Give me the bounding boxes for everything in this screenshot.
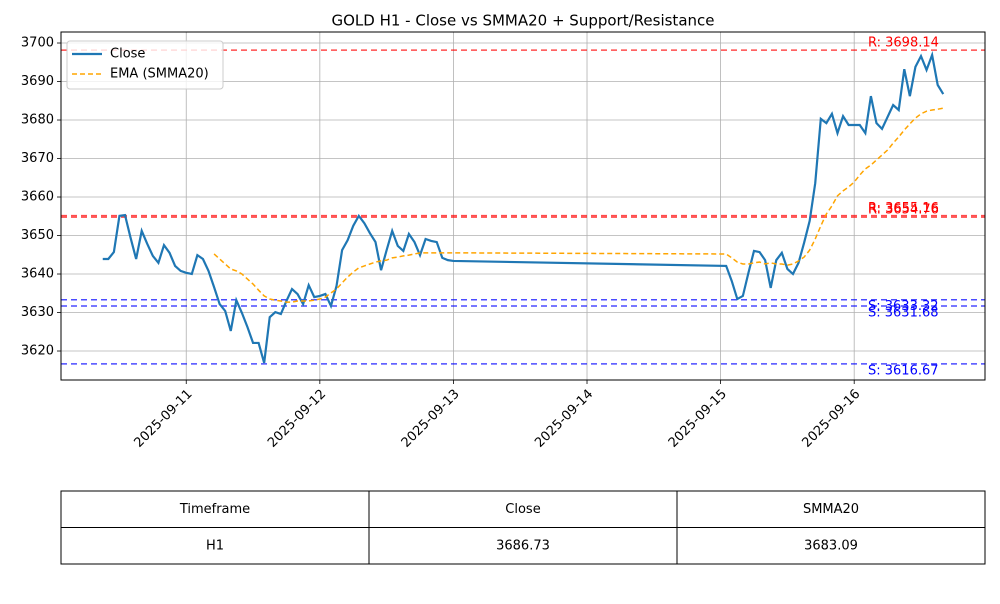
table-cell — [60, 490, 370, 528]
plot-frame — [60, 31, 986, 381]
x-tick-label: 2025-09-13 — [399, 387, 463, 451]
y-tick-label: 3660 — [21, 190, 54, 205]
table-cell — [676, 527, 986, 565]
table-cell — [60, 527, 370, 565]
chart-title: GOLD H1 - Close vs SMMA20 + Support/Resi… — [331, 12, 714, 30]
level-label: R: 3698.14 — [868, 36, 939, 51]
level-label: S: 3631.68 — [868, 306, 939, 321]
y-tick-label: 3680 — [21, 113, 54, 128]
table-text: H1 — [206, 538, 224, 553]
x-tick-label: 2025-09-11 — [132, 387, 196, 451]
level-label: R: 3655.16 — [868, 201, 939, 216]
y-tick-label: 3620 — [21, 344, 54, 359]
y-tick-label: 3640 — [21, 267, 54, 282]
table-text: Timeframe — [179, 502, 250, 517]
legend: Close EMA (SMMA20) — [66, 40, 224, 90]
table-cell — [368, 490, 678, 528]
legend-label: EMA (SMMA20) — [110, 67, 209, 82]
y-tick-label: 3650 — [21, 228, 54, 243]
table-text: 3683.09 — [804, 538, 858, 553]
legend-label: Close — [110, 47, 145, 62]
table-text: 3686.73 — [496, 538, 550, 553]
y-tick-label: 3670 — [21, 151, 54, 166]
table-text: SMMA20 — [803, 502, 859, 517]
series-line — [102, 50, 945, 364]
table-text: Close — [505, 502, 540, 517]
table-cell — [676, 490, 986, 528]
y-tick-label: 3700 — [21, 36, 54, 51]
table-cell — [368, 527, 678, 565]
level-label: S: 3616.67 — [868, 363, 939, 378]
legend-box — [66, 40, 224, 90]
x-tick-label: 2025-09-12 — [265, 387, 329, 451]
series-line — [213, 107, 944, 303]
x-tick-label: 2025-09-15 — [666, 387, 730, 451]
x-tick-label: 2025-09-14 — [532, 387, 596, 451]
x-tick-label: 2025-09-16 — [799, 387, 863, 451]
level-label: R: 3654.76 — [868, 203, 939, 218]
y-tick-label: 3630 — [21, 305, 54, 320]
y-tick-label: 3690 — [21, 74, 54, 89]
